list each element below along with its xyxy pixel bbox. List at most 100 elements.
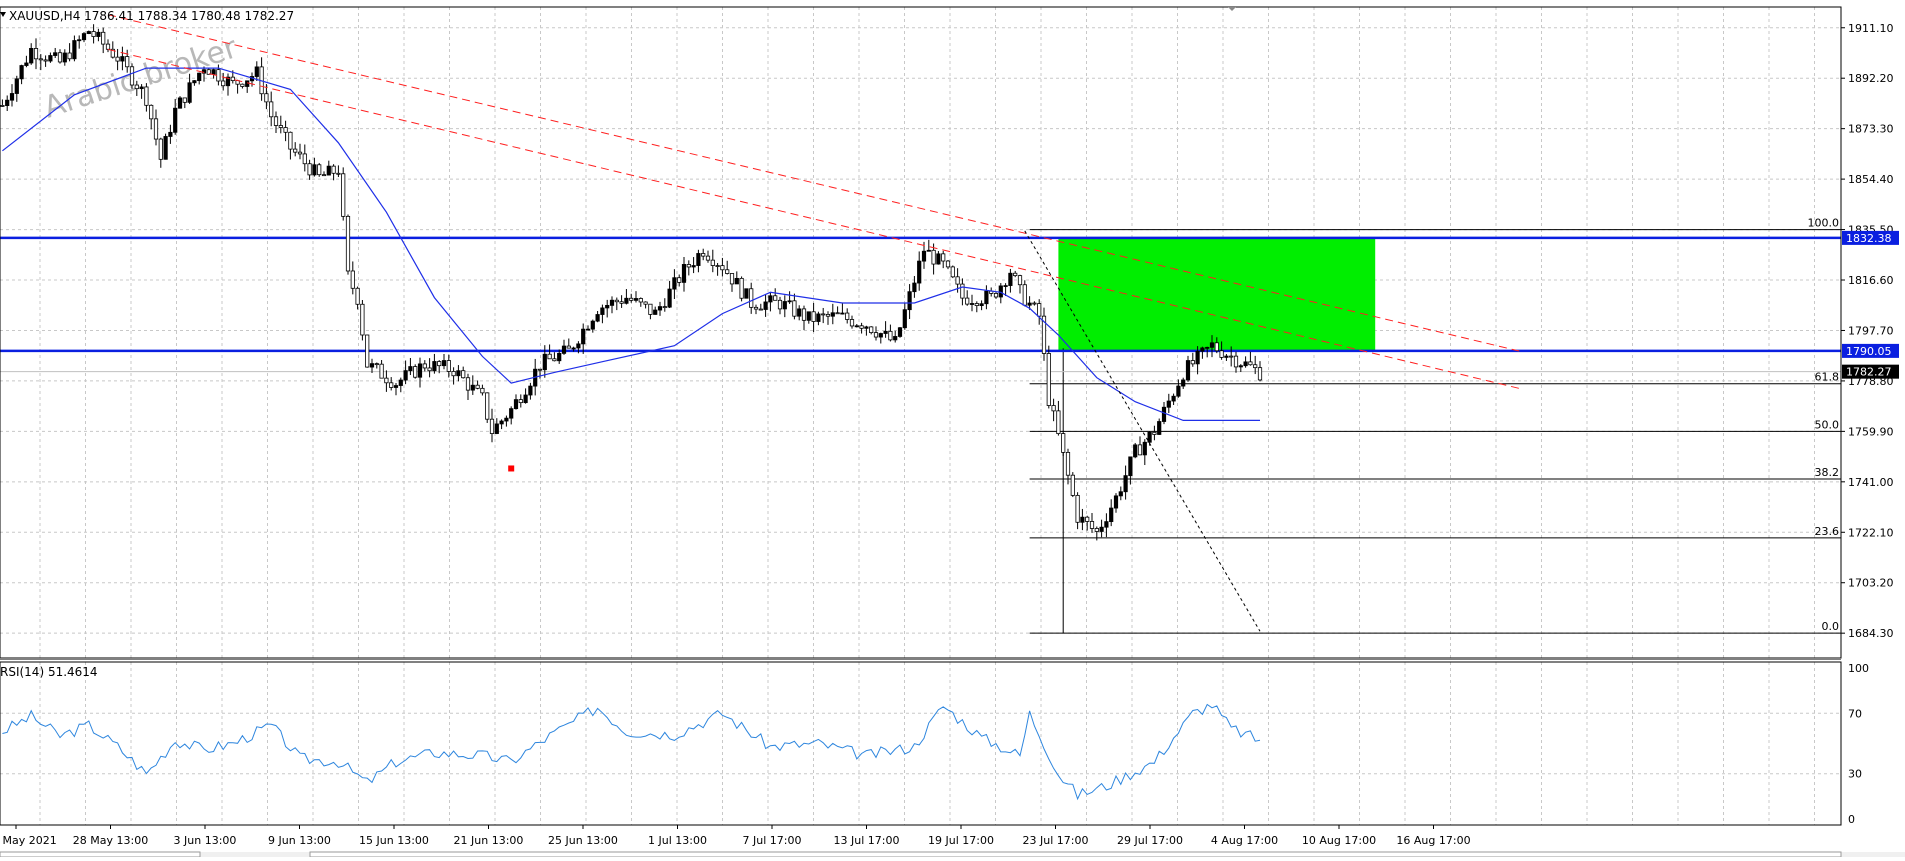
candle	[225, 73, 231, 96]
candle	[883, 321, 888, 338]
candle	[576, 341, 581, 354]
candle	[509, 406, 514, 425]
candle	[86, 30, 91, 35]
bottom-scroll-tab[interactable]	[0, 851, 201, 858]
candle-body-up	[1109, 507, 1114, 523]
candle	[811, 302, 816, 333]
candle	[518, 394, 523, 408]
candle-body-down	[643, 301, 648, 305]
candle	[480, 384, 485, 396]
candle-body-up	[969, 303, 975, 305]
candle-body-up	[29, 48, 34, 64]
time-tick-label: 13 Jul 17:00	[834, 834, 900, 847]
candle-body-down	[1075, 494, 1080, 523]
candle-body-down	[1233, 355, 1239, 368]
candle	[374, 362, 379, 369]
rsi-title: RSI(14) 51.4614	[0, 665, 98, 679]
candle	[1200, 346, 1205, 359]
supply-zone	[1058, 237, 1376, 351]
candle	[792, 293, 797, 320]
candle-body-up	[921, 250, 927, 262]
candle-body-down	[297, 151, 303, 155]
rsi-tick-label: 100	[1848, 662, 1869, 675]
candle	[1176, 379, 1181, 398]
rsi-axis[interactable]: 100 70 30 0	[1848, 662, 1869, 826]
candle-body-down	[974, 303, 979, 306]
price-tick-label: 1797.70	[1848, 324, 1894, 337]
candle	[1013, 270, 1018, 278]
price-tick-label: 1873.30	[1848, 123, 1894, 136]
candle	[1123, 465, 1128, 500]
bottom-scroll-tab-secondary[interactable]	[309, 851, 1842, 858]
candle-body-down	[955, 276, 960, 285]
candle	[686, 260, 691, 276]
candle	[619, 295, 624, 308]
candle	[1003, 283, 1008, 297]
candle	[158, 137, 163, 168]
candle-body-up	[139, 86, 144, 90]
candle-body-down	[1051, 405, 1056, 412]
candle-body-up	[883, 330, 888, 334]
candle	[701, 248, 706, 261]
candle	[739, 276, 744, 302]
candle	[902, 302, 907, 330]
candle	[48, 52, 53, 63]
candle-body-down	[216, 69, 221, 82]
candle	[240, 83, 245, 89]
candle	[144, 83, 149, 112]
candle-body-down	[221, 80, 226, 87]
candle	[1243, 356, 1248, 368]
candle-body-down	[758, 308, 763, 311]
candle	[494, 418, 499, 435]
candle	[403, 360, 408, 385]
candle-body-down	[485, 392, 490, 420]
candle	[672, 269, 677, 300]
candle-body-down	[701, 253, 706, 257]
candle-body-up	[878, 333, 883, 338]
candle	[43, 55, 48, 67]
candle	[691, 257, 696, 274]
candle	[734, 271, 739, 285]
candle	[437, 360, 442, 374]
candle	[864, 325, 869, 336]
candle	[830, 303, 835, 325]
candle-body-up	[840, 312, 845, 315]
candle	[1142, 439, 1147, 466]
candle-body-up	[1166, 400, 1171, 408]
candle	[91, 24, 96, 44]
candle-body-up	[605, 304, 610, 309]
candle	[129, 63, 135, 89]
candle-body-up	[590, 320, 595, 330]
candle	[662, 298, 667, 312]
candle-body-down	[206, 69, 211, 75]
candle	[845, 308, 850, 324]
candle	[168, 124, 173, 144]
candle	[317, 162, 322, 177]
candle-body-up	[1224, 355, 1229, 358]
candle	[816, 311, 821, 326]
candle	[1205, 346, 1210, 358]
candle-body-down	[614, 299, 619, 303]
time-tick-label: 15 Jun 13:00	[359, 834, 429, 847]
candle	[72, 35, 77, 62]
candle-body-up	[1080, 516, 1085, 523]
candle	[101, 27, 106, 54]
candle-body-up	[816, 313, 821, 322]
candle	[571, 346, 576, 352]
candle-body-up	[1185, 360, 1191, 381]
candle-body-down	[422, 363, 427, 369]
time-axis[interactable]: 5 May 2021 28 May 13:00 3 Jun 13:00 9 Jun 1…	[0, 825, 1471, 847]
candle	[1214, 337, 1219, 354]
candle-body-up	[1003, 285, 1008, 287]
candle-body-down	[801, 308, 807, 321]
candle-body-down	[230, 76, 235, 82]
candle-body-up	[734, 277, 739, 285]
candle	[513, 394, 519, 410]
candle	[57, 49, 63, 64]
candle	[657, 301, 663, 316]
candle-body-down	[240, 83, 245, 87]
candle	[542, 345, 547, 378]
candle	[461, 366, 466, 379]
candle-body-down	[638, 298, 643, 303]
